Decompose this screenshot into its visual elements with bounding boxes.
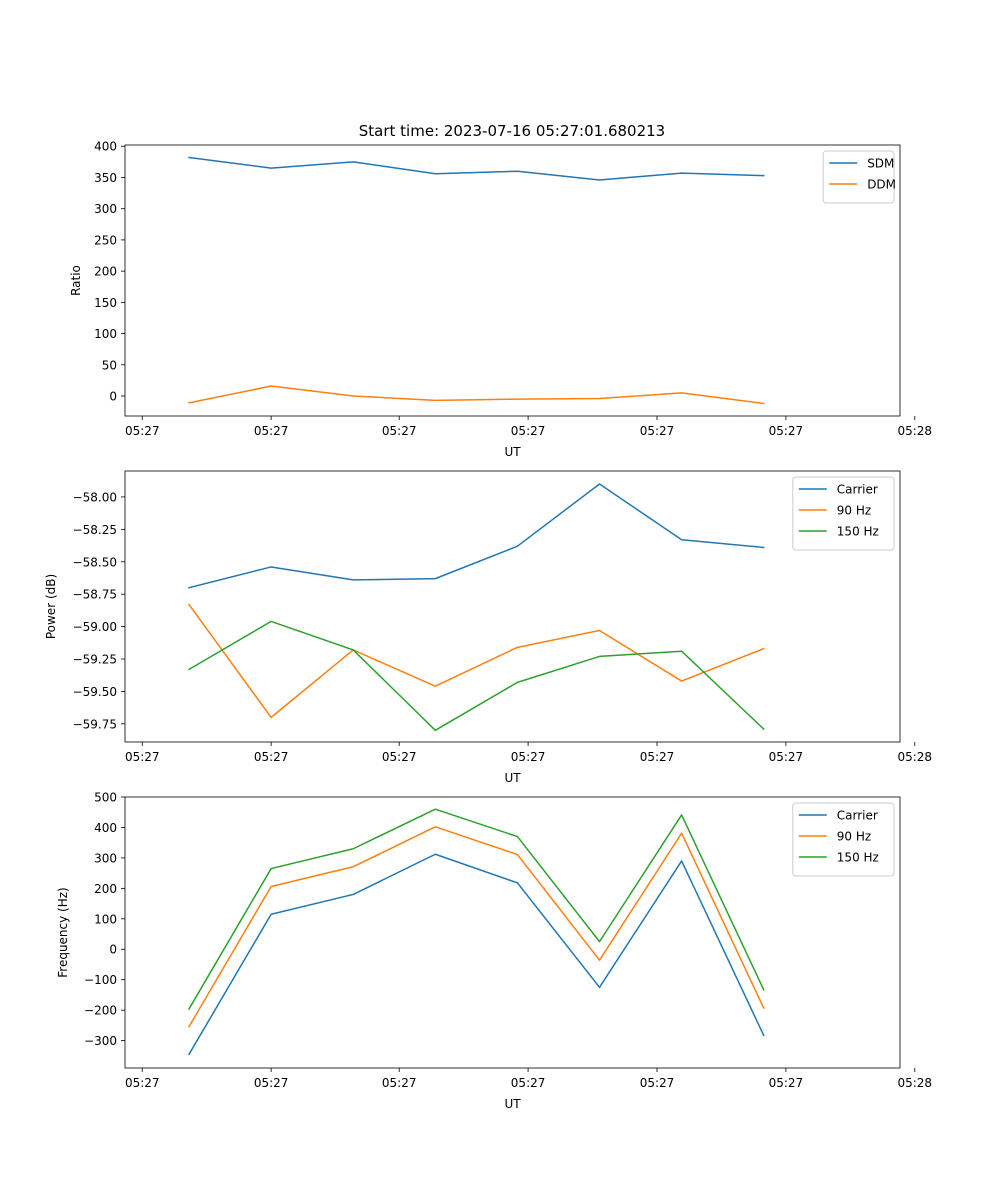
x-tick-label: 05:27 [640,1076,675,1090]
y-tick-label: 400 [94,821,117,835]
legend: Carrier 90 Hz 150 Hz [792,476,895,551]
y-tick-label: −300 [84,1034,117,1048]
y-tick-label: −59.25 [73,653,117,667]
y-axis-label: Frequency (Hz) [56,887,70,978]
chart-panel-1: 05:27 05:27 05:27 05:27 05:27 05:27 05:28 0 50 10… [69,140,932,459]
x-tick-label: 05:27 [125,750,160,764]
y-tick-label: −58.25 [73,523,117,537]
x-tick-label: 05:27 [382,424,417,438]
legend-label: Carrier [837,483,878,497]
x-tick-label: 05:27 [769,1076,804,1090]
x-tick-label: 05:28 [897,424,932,438]
axes-frame [124,796,901,1069]
y-tick-label: −58.00 [73,490,117,504]
x-tick-label: 05:27 [382,1076,417,1090]
axes-frame [124,144,901,417]
x-tick-label: 05:27 [640,424,675,438]
y-tick-label: 350 [94,171,117,185]
legend: Carrier 90 Hz 150 Hz [792,802,895,877]
series-line-carrier [188,853,765,1056]
legend-label: Carrier [837,809,878,823]
x-tick-label: 05:27 [254,424,289,438]
legend-label: 90 Hz [837,830,871,844]
legend: SDM DDM [822,150,896,204]
y-axis-label: Power (dB) [44,574,58,639]
series-line-carrier [188,483,765,589]
y-tick-label: 200 [94,882,117,896]
y-tick-label: 50 [102,358,117,372]
x-tick-label: 05:27 [382,750,417,764]
y-tick-label: −59.50 [73,685,117,699]
y-tick-label: 250 [94,233,117,247]
y-tick-label: 500 [94,791,117,805]
series-line-90-hz [187,603,765,719]
series-line-150-hz [188,620,765,732]
legend-label: 90 Hz [837,504,871,518]
x-tick-label: 05:27 [769,750,804,764]
x-tick-label: 05:27 [640,750,675,764]
x-tick-label: 05:27 [125,424,160,438]
y-tick-label: −59.00 [73,620,117,634]
y-tick-label: −59.75 [73,717,117,731]
x-axis-label: UT [504,445,521,459]
x-axis-label: UT [504,771,521,785]
y-axis-label: Ratio [69,265,83,296]
series-line-150-hz [188,808,765,1010]
legend-label: 150 Hz [837,525,879,539]
y-tick-label: 150 [94,296,117,310]
y-tick-label: −58.75 [73,588,117,602]
x-tick-label: 05:28 [897,750,932,764]
figure-title: Start time: 2023-07-16 05:27:01.680213 [359,122,665,140]
y-tick-label: 100 [94,327,117,341]
series-line-sdm [188,156,765,181]
legend-box [822,150,895,204]
legend-label: DDM [867,178,896,192]
y-tick-label: 200 [94,265,117,279]
series-line-90-hz [188,826,765,1028]
y-tick-label: 0 [109,943,117,957]
x-tick-label: 05:27 [254,1076,289,1090]
y-tick-label: 300 [94,202,117,216]
y-tick-label: 300 [94,851,117,865]
y-tick-label: −100 [84,973,117,987]
x-tick-label: 05:27 [511,1076,546,1090]
y-tick-label: 0 [109,390,117,404]
x-tick-label: 05:27 [254,750,289,764]
y-tick-label: 100 [94,912,117,926]
chart-panel-2: 05:27 05:27 05:27 05:27 05:27 05:27 05:28 −59.7… [44,470,932,785]
x-tick-label: 05:27 [511,750,546,764]
y-tick-label: −58.50 [73,555,117,569]
series-line-ddm [188,385,765,405]
x-tick-label: 05:27 [769,424,804,438]
axes-frame [124,470,901,743]
x-tick-label: 05:27 [125,1076,160,1090]
legend-label: 150 Hz [837,851,879,865]
x-tick-label: 05:27 [511,424,546,438]
x-tick-label: 05:28 [897,1076,932,1090]
x-axis-label: UT [504,1097,521,1111]
y-tick-label: 400 [94,140,117,154]
y-tick-label: −200 [84,1004,117,1018]
chart-panel-3: 05:27 05:27 05:27 05:27 05:27 05:27 05:28 −300 −… [56,791,932,1112]
legend-label: SDM [867,157,894,171]
